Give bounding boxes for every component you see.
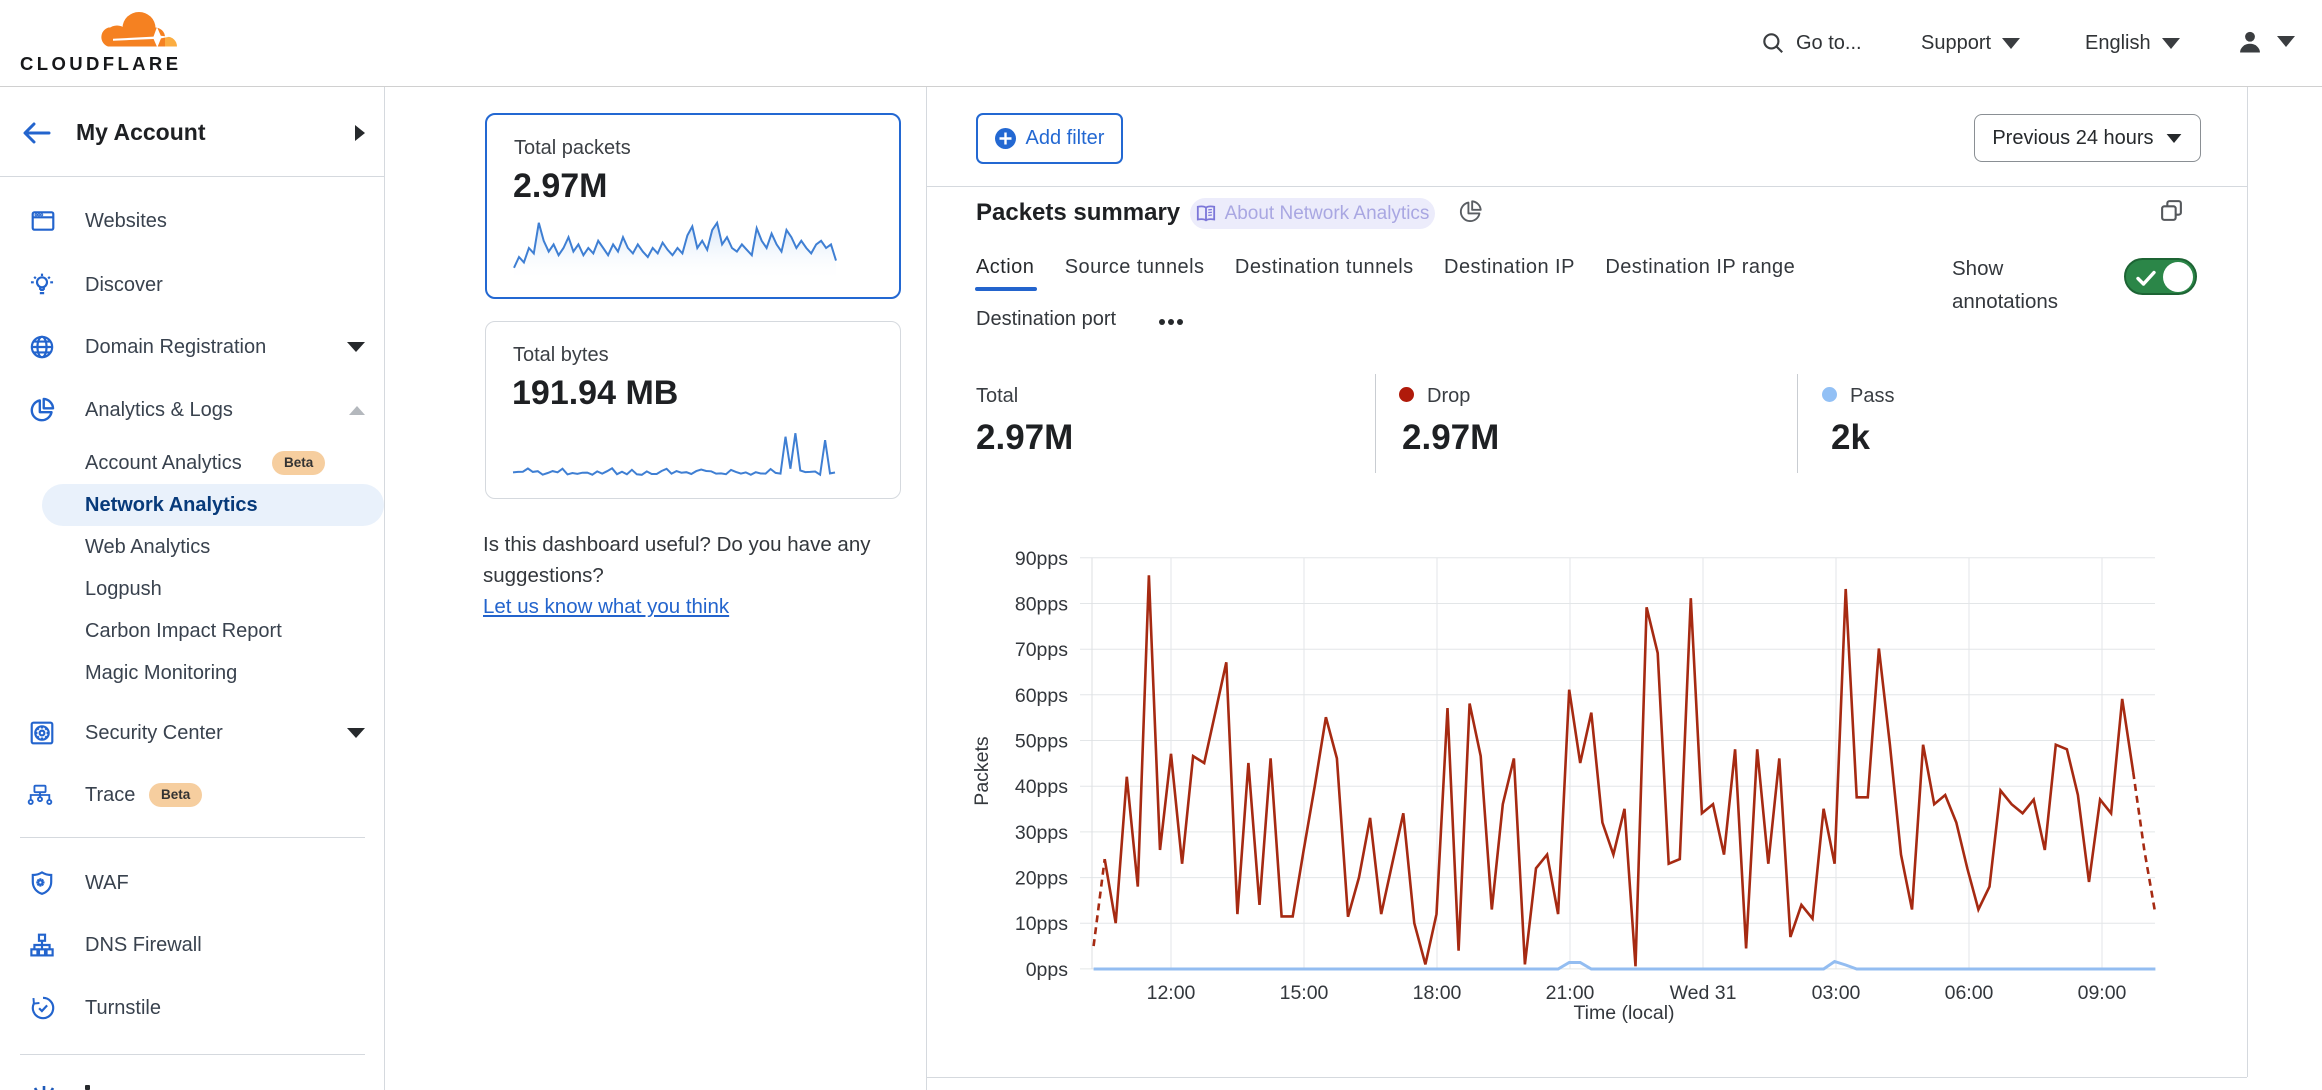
svg-text:80pps: 80pps <box>1015 594 1068 616</box>
svg-text:40pps: 40pps <box>1015 776 1068 798</box>
svg-text:90pps: 90pps <box>1015 548 1068 570</box>
svg-text:0pps: 0pps <box>1026 959 1069 981</box>
svg-text:18:00: 18:00 <box>1413 982 1462 1004</box>
svg-text:50pps: 50pps <box>1015 731 1068 753</box>
svg-text:21:00: 21:00 <box>1546 982 1595 1004</box>
svg-text:60pps: 60pps <box>1015 685 1068 707</box>
svg-text:03:00: 03:00 <box>1812 982 1861 1004</box>
svg-text:15:00: 15:00 <box>1280 982 1329 1004</box>
svg-text:09:00: 09:00 <box>2078 982 2127 1004</box>
svg-text:30pps: 30pps <box>1015 822 1068 844</box>
svg-text:Time (local): Time (local) <box>1573 1002 1674 1024</box>
svg-text:10pps: 10pps <box>1015 913 1068 935</box>
svg-text:CLOUDFLARE: CLOUDFLARE <box>20 53 180 72</box>
svg-text:06:00: 06:00 <box>1945 982 1994 1004</box>
svg-text:20pps: 20pps <box>1015 868 1068 890</box>
svg-text:70pps: 70pps <box>1015 639 1068 661</box>
svg-text:12:00: 12:00 <box>1147 982 1196 1004</box>
svg-text:Packets: Packets <box>971 736 993 806</box>
svg-text:Wed 31: Wed 31 <box>1670 982 1737 1004</box>
